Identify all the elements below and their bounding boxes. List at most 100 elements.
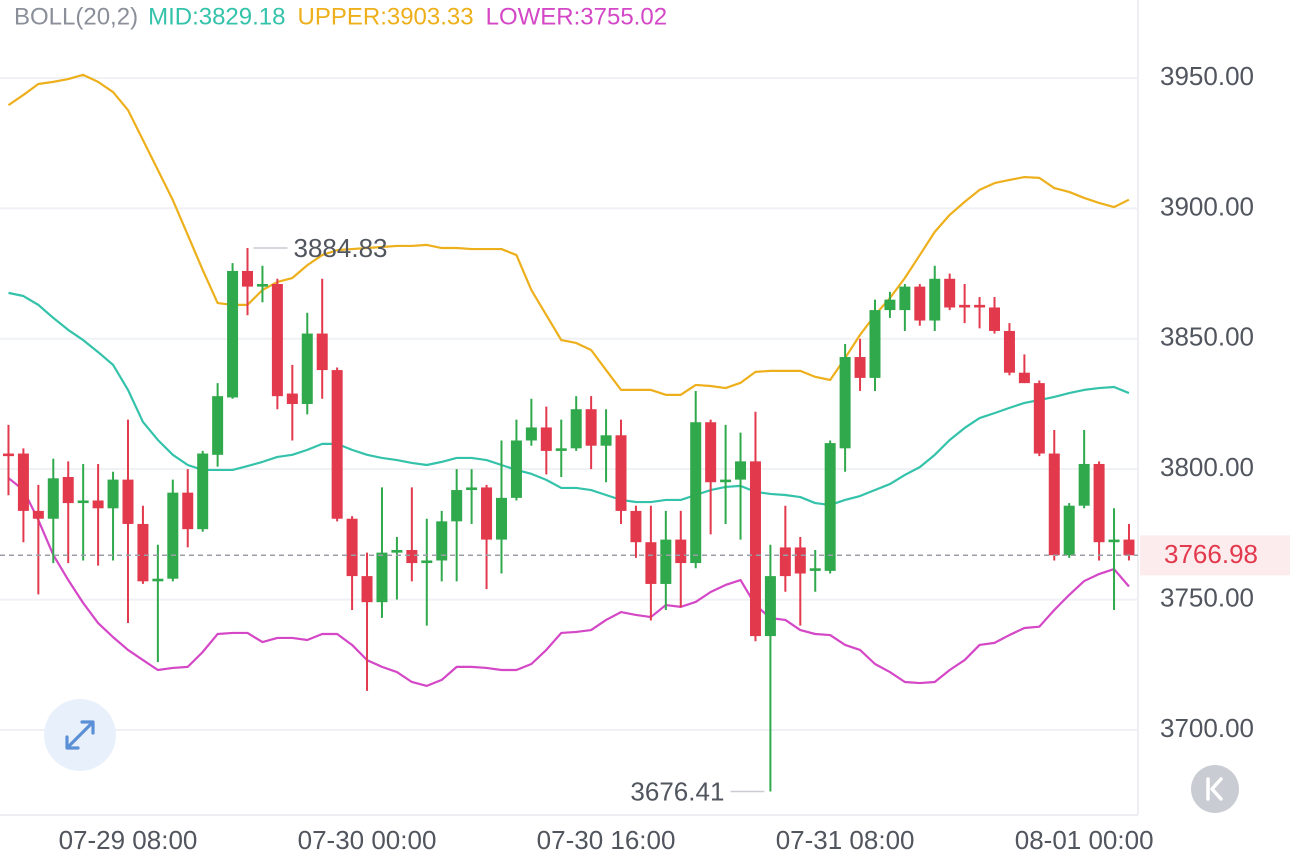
candle-body <box>301 333 313 404</box>
candle-body <box>645 542 657 584</box>
candle-body <box>1048 453 1060 556</box>
bollinger-bands <box>7 73 1130 687</box>
candle-body <box>884 299 896 311</box>
candle-body <box>17 453 29 511</box>
grid <box>0 76 1138 731</box>
min-label: 3676.41 <box>630 776 724 806</box>
candle-body <box>32 510 44 519</box>
y-tick-label: 3750.00 <box>1160 582 1254 612</box>
y-tick-label: 3850.00 <box>1160 322 1254 352</box>
candle-body <box>525 427 537 441</box>
candle-body <box>600 435 612 446</box>
candle-body <box>720 479 732 483</box>
candle-body <box>764 576 776 637</box>
candle-body <box>555 448 567 451</box>
candle-body <box>256 284 268 287</box>
y-tick-label: 3700.00 <box>1160 713 1254 743</box>
candle-body <box>1063 505 1075 556</box>
candle-body <box>182 492 194 530</box>
candle-body <box>510 440 522 498</box>
last-price-box <box>1140 535 1290 576</box>
candle-body <box>1033 383 1045 454</box>
candle-body <box>615 435 627 511</box>
y-tick-label: 3950.00 <box>1160 61 1254 91</box>
candle-body <box>675 539 687 564</box>
candle-body <box>944 278 956 308</box>
candle-body <box>570 409 582 449</box>
candle-body <box>227 270 239 398</box>
x-tick-label: 07-29 08:00 <box>59 825 198 855</box>
candle-body <box>242 270 254 287</box>
legend-entry: LOWER:3755.02 <box>486 3 667 30</box>
legend-entry: MID:3829.18 <box>148 3 285 30</box>
candle-body <box>167 492 179 579</box>
x-tick-label: 07-30 00:00 <box>298 825 437 855</box>
candle-body <box>331 370 343 519</box>
candle-body <box>122 479 134 524</box>
indicator-name: BOLL(20,2) <box>14 3 138 30</box>
candle-body <box>854 357 866 378</box>
candle-body <box>1018 372 1030 384</box>
candle-body <box>451 490 463 522</box>
max-label: 3884.83 <box>294 233 388 263</box>
candle-body <box>152 578 164 582</box>
band-line <box>7 477 1130 687</box>
candle-body <box>2 453 14 457</box>
last-price-label: 3766.98 <box>1164 539 1258 569</box>
candle-body <box>839 357 851 449</box>
candle-body <box>271 284 283 397</box>
candle-body <box>92 500 104 509</box>
collapse-button[interactable] <box>1191 765 1239 813</box>
expand-icon[interactable] <box>65 720 95 750</box>
candle-body <box>495 497 507 540</box>
candle-body <box>1108 539 1120 543</box>
collapse-icon[interactable] <box>1206 777 1223 801</box>
band-line <box>7 73 1130 396</box>
x-tick-label: 07-31 08:00 <box>776 825 915 855</box>
candle-body <box>137 523 149 582</box>
candles <box>2 247 1135 792</box>
candle-body <box>540 427 552 451</box>
candle-body <box>77 500 89 504</box>
candle-body <box>735 461 747 480</box>
candle-body <box>899 286 911 311</box>
candle-body <box>466 487 478 491</box>
y-tick-label: 3900.00 <box>1160 191 1254 221</box>
candle-body <box>436 521 448 561</box>
collapse-button-bg[interactable] <box>1191 765 1239 813</box>
labels: 3700.00 3750.00 3800.00 3850.00 3900.00 3950.… <box>0 3 1290 855</box>
candle-body <box>376 552 388 603</box>
candle-body <box>824 443 836 571</box>
candle-body <box>869 310 881 378</box>
band-line <box>8 291 1130 507</box>
candle-body <box>421 560 433 564</box>
candle-body <box>690 422 702 564</box>
candle-body <box>62 477 74 504</box>
candle-body <box>809 568 821 571</box>
candle-body <box>794 547 806 574</box>
candle-body <box>361 576 373 603</box>
legend-entry: UPPER:3903.33 <box>298 3 474 30</box>
candle-body <box>107 479 119 509</box>
candle-body <box>286 393 298 404</box>
candle-body <box>346 518 358 577</box>
candle-body <box>660 539 672 584</box>
candle-body <box>779 547 791 577</box>
expand-button[interactable] <box>44 699 116 771</box>
candle-body <box>1003 330 1015 373</box>
candle-body <box>481 487 493 540</box>
candle-body <box>585 409 597 446</box>
candle-body <box>197 453 209 530</box>
candle-body <box>1078 463 1090 506</box>
candle-body <box>391 550 403 553</box>
candle-body <box>989 307 1001 331</box>
candle-body <box>212 396 224 455</box>
candle-body <box>929 278 941 321</box>
candle-body <box>630 510 642 543</box>
candle-body <box>959 304 971 308</box>
candle-body <box>47 478 59 519</box>
candle-body <box>914 286 926 321</box>
candle-body <box>1123 539 1135 556</box>
